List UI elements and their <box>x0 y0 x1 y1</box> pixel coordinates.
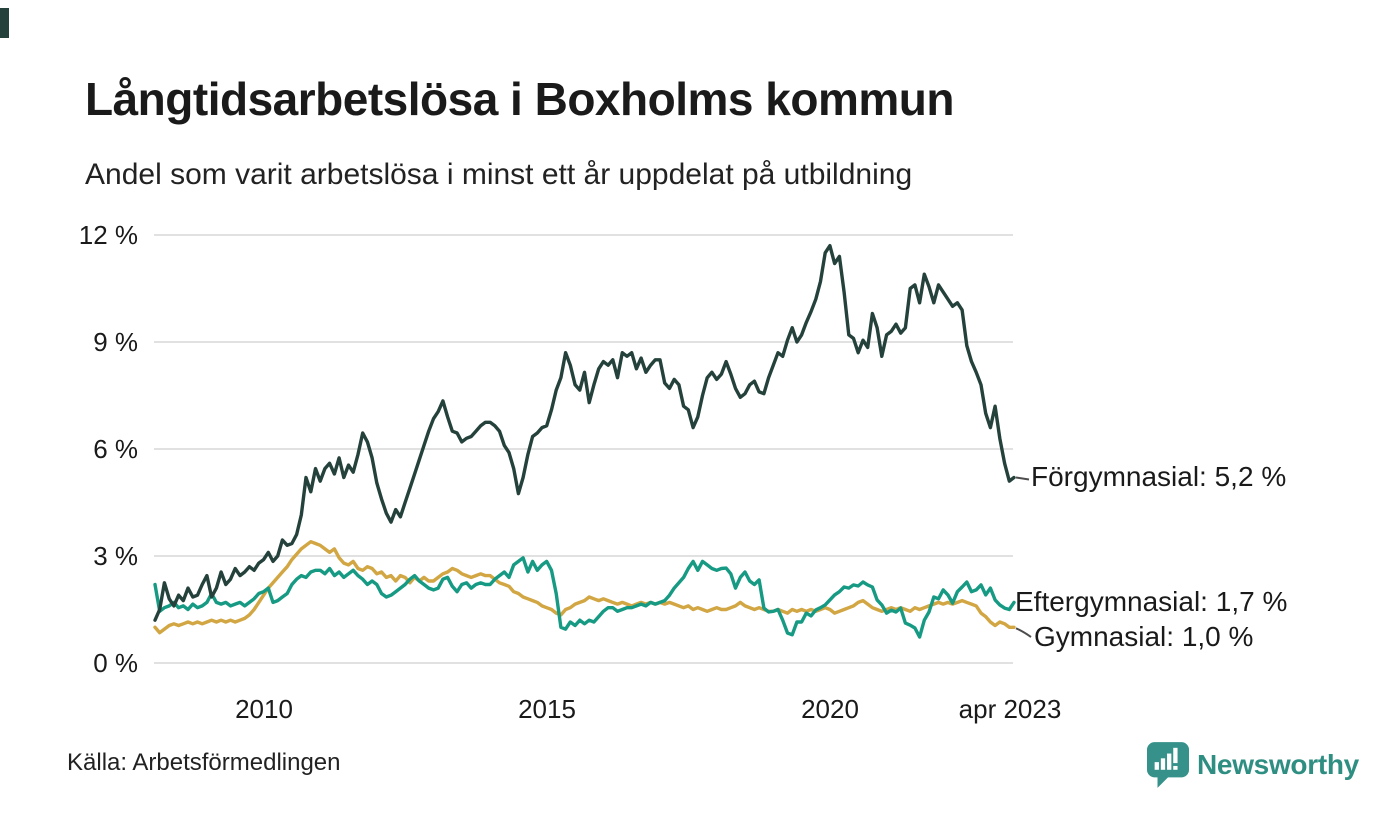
chart-subtitle: Andel som varit arbetslösa i minst ett å… <box>85 158 913 191</box>
series-label-eftergymnasial: Eftergymnasial: 1,7 % <box>1015 586 1288 617</box>
y-axis-tick: 3 % <box>93 541 138 571</box>
x-axis-tick: 2015 <box>518 694 576 724</box>
newsworthy-logo: Newsworthy <box>1147 742 1359 788</box>
x-axis-tick: apr 2023 <box>958 694 1062 724</box>
series-label-gymnasial: Gymnasial: 1,0 % <box>1034 621 1254 652</box>
y-axis-tick: 0 % <box>93 648 138 678</box>
series-label-forgymnasial: Förgymnasial: 5,2 % <box>1031 461 1287 492</box>
newsworthy-logo-text: Newsworthy <box>1197 749 1359 780</box>
y-axis-tick: 12 % <box>78 220 138 250</box>
y-axis-tick: 9 % <box>93 327 138 357</box>
y-axis-tick: 6 % <box>93 434 138 464</box>
chart-title: Långtidsarbetslösa i Boxholms kommun <box>85 73 954 125</box>
source-note: Källa: Arbetsförmedlingen <box>67 749 341 776</box>
x-axis-tick: 2020 <box>801 694 859 724</box>
x-axis-tick: 2010 <box>235 694 293 724</box>
newsworthy-logo-icon <box>1147 742 1189 788</box>
brand-flag <box>0 8 9 38</box>
